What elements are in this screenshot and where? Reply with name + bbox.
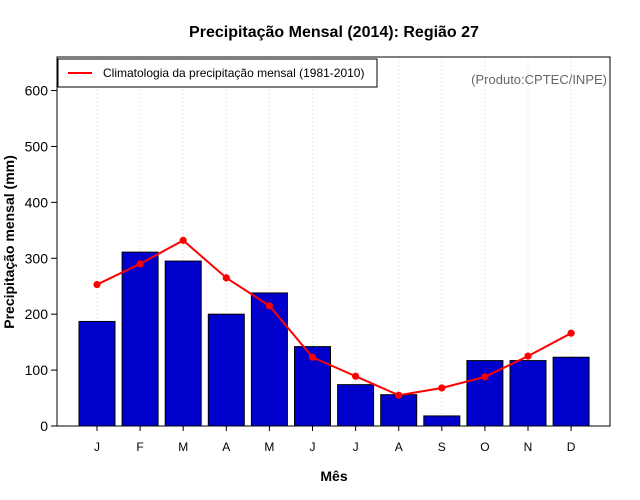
climatology-point-1 (93, 280, 101, 289)
x-tick-label: F (136, 440, 143, 454)
climatology-point-8 (395, 391, 403, 399)
climatology-point-2 (136, 260, 144, 268)
y-tick-label: 600 (25, 83, 49, 99)
x-tick-label: D (567, 440, 576, 454)
climatology-point-9 (438, 384, 446, 392)
y-tick-label: 400 (25, 194, 49, 210)
y-tick-label: 200 (25, 306, 49, 322)
y-tick-label: 300 (25, 250, 49, 266)
climatology-point-11 (524, 352, 532, 360)
x-tick-label: S (438, 440, 446, 454)
bar-3 (164, 260, 202, 427)
x-axis-title: Mês (320, 468, 347, 484)
legend-box (57, 58, 378, 88)
y-tick-label: 100 (25, 362, 49, 378)
bar-12 (552, 356, 590, 427)
x-tick-label: A (395, 440, 403, 454)
x-tick-label: N (524, 440, 533, 454)
climatology-line (96, 239, 572, 397)
bar-2 (121, 251, 159, 427)
chart-title: Precipitação Mensal (2014): Região 27 (189, 24, 479, 41)
climatology-point-3 (179, 236, 187, 244)
bar-8 (380, 394, 418, 427)
climatology-point-10 (481, 373, 489, 381)
bar-7 (337, 384, 375, 427)
y-axis: 0 100 200 300 400 500 600 (25, 83, 57, 434)
bar-1 (78, 320, 116, 427)
x-tick-label: J (310, 440, 316, 454)
legend: Climatologia da precipitação mensal (198… (57, 58, 378, 88)
climatology-point-6 (308, 353, 317, 361)
climatology-point-5 (265, 302, 273, 310)
x-tick-label: J (94, 440, 100, 454)
legend-label-climatology: Climatologia da precipitação mensal (198… (103, 66, 364, 80)
x-tick-label: A (222, 440, 230, 454)
plot-frame (56, 56, 611, 427)
climatology-point-4 (222, 274, 230, 282)
x-tick-label: O (480, 440, 489, 454)
bar-9 (423, 415, 461, 427)
credit-annotation: (Produto:CPTEC/INPE) (471, 72, 607, 87)
bar-series (78, 251, 590, 427)
y-tick-label: 500 (25, 138, 49, 154)
climatology-line-series (93, 236, 575, 399)
bar-5 (250, 292, 288, 427)
bar-11 (509, 360, 547, 427)
climatology-point-7 (352, 372, 360, 380)
x-tick-label: J (353, 440, 359, 454)
x-tick-label: M (264, 440, 274, 454)
y-axis-title: Precipitação mensal (mm) (1, 155, 17, 329)
bar-4 (207, 313, 245, 427)
y-tick-label: 0 (40, 418, 48, 434)
x-tick-label: M (178, 440, 188, 454)
climatology-point-12 (567, 329, 575, 337)
